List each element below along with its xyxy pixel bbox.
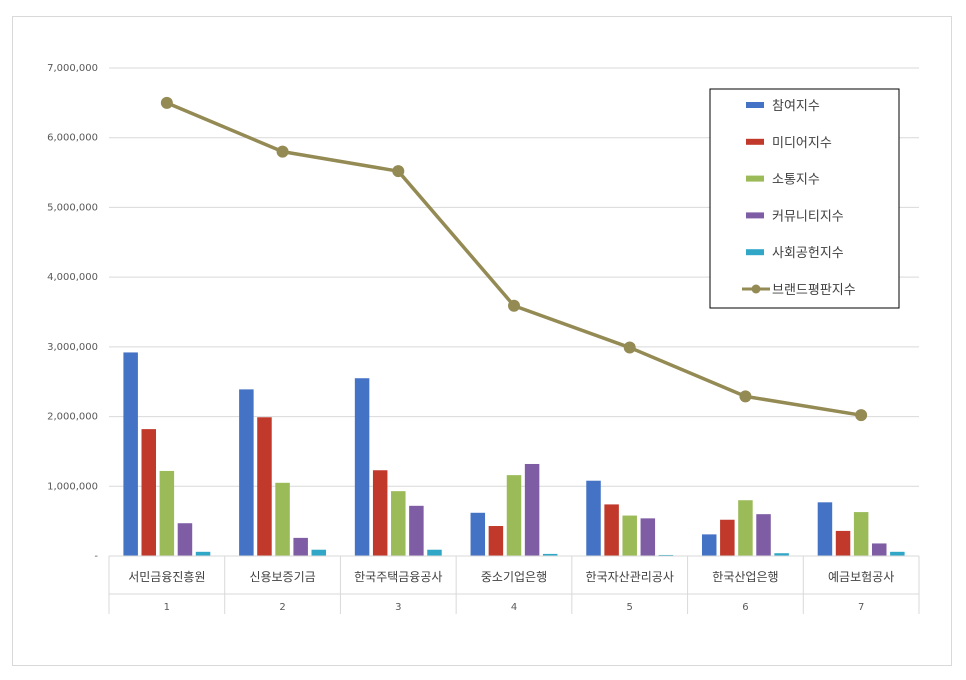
- legend-swatch: [746, 212, 764, 219]
- line-point: [276, 145, 289, 158]
- legend-swatch-marker: [751, 284, 761, 294]
- x-category-label: 예금보험공사: [828, 570, 894, 584]
- bar: [622, 515, 637, 556]
- bar: [586, 480, 601, 556]
- x-rank-label: 5: [627, 602, 633, 613]
- bar: [470, 512, 486, 556]
- x-rank-label: 7: [858, 602, 864, 613]
- legend-label: 사회공헌지수: [772, 246, 844, 261]
- bar: [293, 537, 308, 556]
- bar: [756, 514, 771, 556]
- bar: [871, 543, 887, 556]
- x-category-label: 서민금융진흥원: [128, 570, 205, 584]
- line-point: [508, 299, 520, 312]
- chart-frame: - 1,000,000 2,000,000 3,000,000 4,000,000 5,0…: [12, 16, 952, 666]
- y-tick-label: 3,000,000: [47, 342, 98, 353]
- bar: [774, 553, 789, 556]
- y-tick-label: 5,000,000: [47, 202, 98, 213]
- legend-label: 참여지수: [772, 99, 820, 114]
- legend-swatch: [746, 175, 764, 182]
- y-tick-label: 7,000,000: [47, 63, 98, 74]
- line-point: [623, 341, 636, 354]
- y-tick-label: 4,000,000: [47, 272, 98, 283]
- x-rank-label: 4: [511, 602, 517, 613]
- y-tick-label: 1,000,000: [47, 481, 98, 492]
- x-category-label: 한국자산관리공사: [586, 570, 674, 584]
- x-rank-label: 6: [742, 602, 748, 613]
- bar: [720, 519, 735, 556]
- bar: [817, 502, 833, 556]
- bar: [257, 417, 272, 556]
- bar: [123, 352, 138, 556]
- bar: [542, 553, 558, 556]
- bar: [488, 526, 504, 556]
- bar: [195, 551, 211, 556]
- bar: [738, 500, 753, 556]
- bar: [506, 475, 522, 556]
- x-category-label: 한국주택금융공사: [354, 570, 442, 584]
- legend-label: 소통지수: [772, 173, 820, 188]
- legend-label: 커뮤니티지수: [772, 209, 844, 224]
- x-rank-label: 2: [279, 602, 285, 613]
- legend-swatch: [746, 249, 764, 256]
- y-tick-label: 6,000,000: [47, 133, 98, 144]
- x-category-label: 중소기업은행: [481, 569, 547, 584]
- y-tick-label: -: [94, 551, 98, 562]
- bar: [853, 512, 869, 556]
- bar: [239, 389, 254, 556]
- x-category-label: 신용보증기금: [249, 570, 315, 584]
- line-point: [855, 409, 868, 422]
- legend-box: [709, 88, 900, 309]
- bar: [658, 554, 674, 556]
- line-point: [739, 390, 752, 403]
- legend-swatch: [746, 138, 764, 145]
- bar: [890, 551, 905, 556]
- bar: [409, 505, 424, 556]
- bar: [604, 504, 619, 556]
- legend-label: 브랜드평판지수: [772, 283, 856, 298]
- bar: [391, 491, 406, 556]
- bar: [372, 470, 388, 556]
- bar: [354, 378, 370, 556]
- bar: [427, 549, 442, 556]
- bar: [275, 482, 290, 556]
- bar: [311, 549, 327, 556]
- line-point: [160, 96, 173, 109]
- x-rank-label: 3: [395, 602, 401, 613]
- bar: [701, 534, 717, 556]
- bar: [141, 429, 157, 556]
- bar: [159, 470, 175, 556]
- line-point: [392, 165, 405, 178]
- x-category-label: 한국산업은행: [712, 569, 778, 584]
- bar: [524, 463, 540, 556]
- bar: [835, 530, 851, 556]
- y-tick-label: 2,000,000: [47, 412, 98, 423]
- legend-swatch: [746, 102, 764, 108]
- bar: [640, 518, 656, 556]
- bar: [177, 523, 193, 556]
- chart-svg: - 1,000,000 2,000,000 3,000,000 4,000,000 5,0…: [47, 63, 920, 614]
- legend-label: 미디어지수: [772, 136, 832, 151]
- x-rank-label: 1: [164, 602, 170, 613]
